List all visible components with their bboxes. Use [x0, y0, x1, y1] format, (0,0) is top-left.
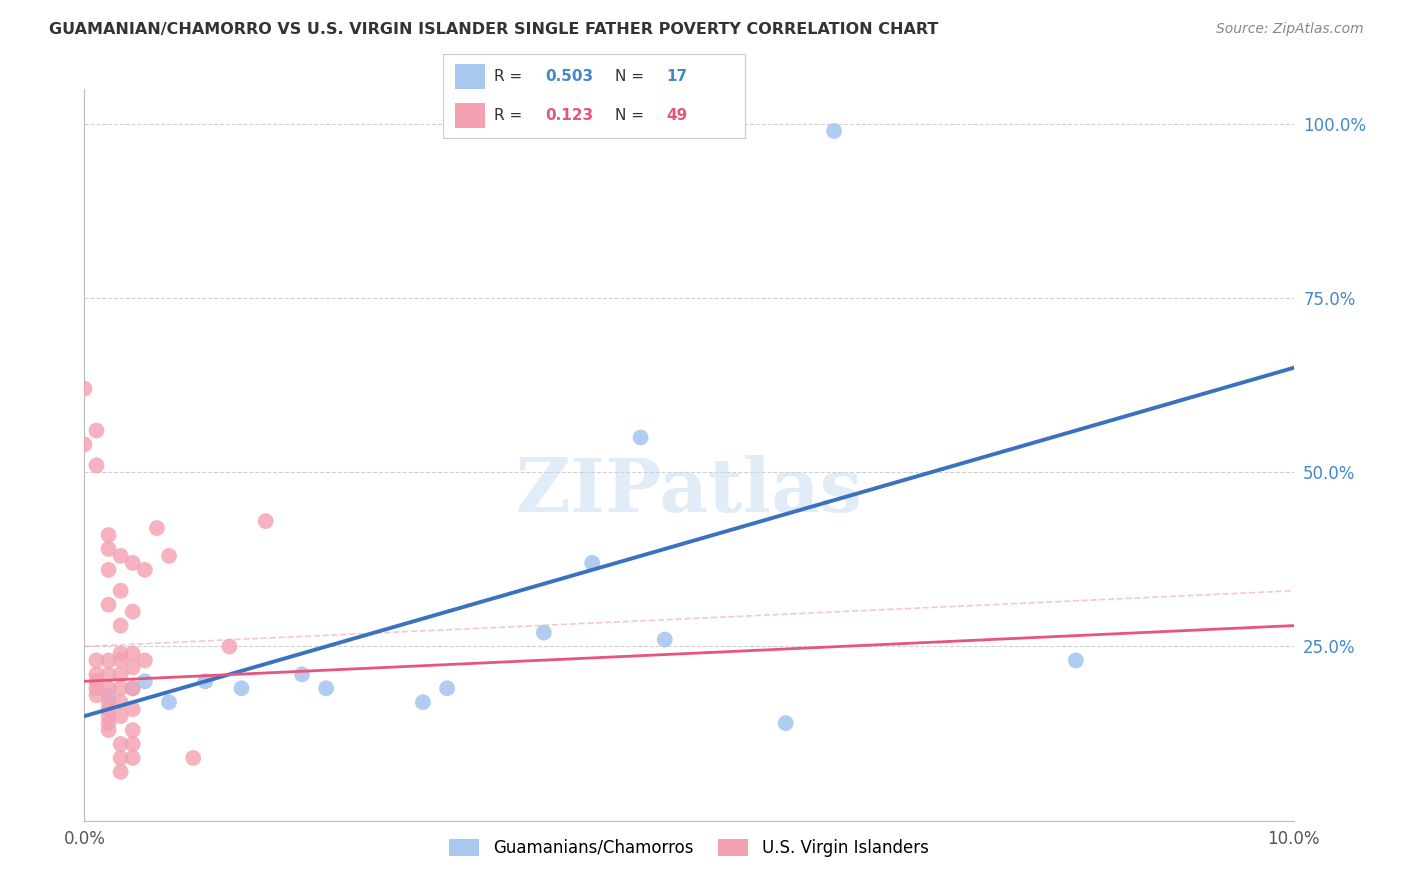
- Point: [412, 695, 434, 709]
- Point: [86, 667, 108, 681]
- Point: [254, 514, 277, 528]
- Text: ZIPatlas: ZIPatlas: [516, 455, 862, 528]
- Point: [533, 625, 555, 640]
- Text: N =: N =: [616, 108, 650, 123]
- Point: [86, 688, 108, 702]
- Point: [110, 695, 132, 709]
- Point: [121, 737, 143, 751]
- Point: [121, 660, 143, 674]
- Point: [121, 681, 143, 696]
- Point: [110, 653, 132, 667]
- Text: 49: 49: [666, 108, 688, 123]
- Point: [110, 667, 132, 681]
- Point: [97, 541, 120, 556]
- Point: [97, 709, 120, 723]
- Point: [110, 764, 132, 779]
- Point: [775, 716, 797, 731]
- Point: [97, 528, 120, 542]
- Point: [194, 674, 217, 689]
- Point: [1064, 653, 1087, 667]
- Point: [110, 681, 132, 696]
- Point: [291, 667, 314, 681]
- Point: [121, 723, 143, 737]
- Point: [110, 583, 132, 598]
- Point: [110, 751, 132, 765]
- Point: [436, 681, 458, 696]
- Point: [97, 563, 120, 577]
- Point: [121, 605, 143, 619]
- Point: [315, 681, 337, 696]
- Text: Source: ZipAtlas.com: Source: ZipAtlas.com: [1216, 22, 1364, 37]
- Point: [654, 632, 676, 647]
- Point: [110, 618, 132, 632]
- Point: [134, 563, 156, 577]
- Point: [121, 681, 143, 696]
- Bar: [456, 103, 485, 128]
- Bar: [456, 63, 485, 89]
- Point: [97, 598, 120, 612]
- Point: [134, 674, 156, 689]
- Legend: Guamanians/Chamorros, U.S. Virgin Islanders: Guamanians/Chamorros, U.S. Virgin Island…: [443, 832, 935, 863]
- Point: [121, 751, 143, 765]
- Point: [231, 681, 253, 696]
- Point: [181, 751, 204, 765]
- Point: [97, 723, 120, 737]
- Point: [121, 647, 143, 661]
- Text: 0.123: 0.123: [546, 108, 593, 123]
- Point: [110, 737, 132, 751]
- Point: [823, 124, 845, 138]
- Point: [97, 653, 120, 667]
- Point: [97, 688, 120, 702]
- Point: [218, 640, 240, 654]
- Point: [97, 716, 120, 731]
- Point: [73, 382, 96, 396]
- Point: [86, 424, 108, 438]
- Point: [581, 556, 603, 570]
- Point: [110, 647, 132, 661]
- Point: [97, 702, 120, 716]
- Text: R =: R =: [495, 69, 527, 84]
- Text: N =: N =: [616, 69, 650, 84]
- Text: 0.503: 0.503: [546, 69, 593, 84]
- Point: [86, 458, 108, 473]
- Point: [97, 667, 120, 681]
- Point: [121, 556, 143, 570]
- Text: GUAMANIAN/CHAMORRO VS U.S. VIRGIN ISLANDER SINGLE FATHER POVERTY CORRELATION CHA: GUAMANIAN/CHAMORRO VS U.S. VIRGIN ISLAND…: [49, 22, 939, 37]
- Point: [134, 653, 156, 667]
- Point: [146, 521, 169, 535]
- Text: 17: 17: [666, 69, 688, 84]
- Point: [630, 430, 652, 444]
- Point: [157, 549, 180, 563]
- Point: [86, 681, 108, 696]
- Point: [110, 709, 132, 723]
- Point: [86, 653, 108, 667]
- Point: [121, 702, 143, 716]
- Point: [97, 695, 120, 709]
- Point: [73, 437, 96, 451]
- Text: R =: R =: [495, 108, 527, 123]
- Point: [157, 695, 180, 709]
- Point: [97, 681, 120, 696]
- Point: [86, 674, 108, 689]
- Point: [110, 549, 132, 563]
